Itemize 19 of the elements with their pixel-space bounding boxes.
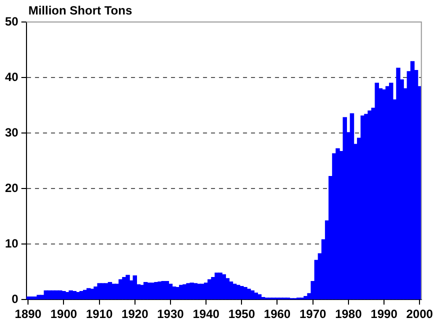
x-tick-label: 1990 [370,307,398,322]
x-tick-label: 1980 [335,307,362,322]
y-tick-label: 40 [4,70,19,84]
x-tick-label: 1890 [14,307,42,322]
x-tick-label: 1920 [122,307,149,322]
y-tick-label: 30 [4,125,19,140]
x-tick-label: 1970 [299,307,327,322]
x-tick-label: 1900 [50,307,78,322]
x-tick-label: 1940 [192,307,220,322]
x-tick-label: 1910 [86,307,113,322]
x-tick-label: 2000 [406,307,434,322]
y-axis-title: Million Short Tons [28,3,132,18]
x-tick-label: 1950 [228,307,256,322]
x-tick-label: 1960 [264,307,291,322]
y-tick-label: 50 [4,14,19,28]
y-tick-label: 10 [4,236,19,250]
x-tick-label: 1930 [157,307,184,322]
y-tick-label: 20 [4,180,19,195]
y-tick-label: 0 [12,292,19,306]
